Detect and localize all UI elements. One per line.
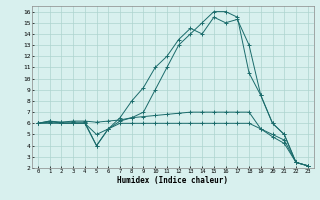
X-axis label: Humidex (Indice chaleur): Humidex (Indice chaleur)	[117, 176, 228, 185]
